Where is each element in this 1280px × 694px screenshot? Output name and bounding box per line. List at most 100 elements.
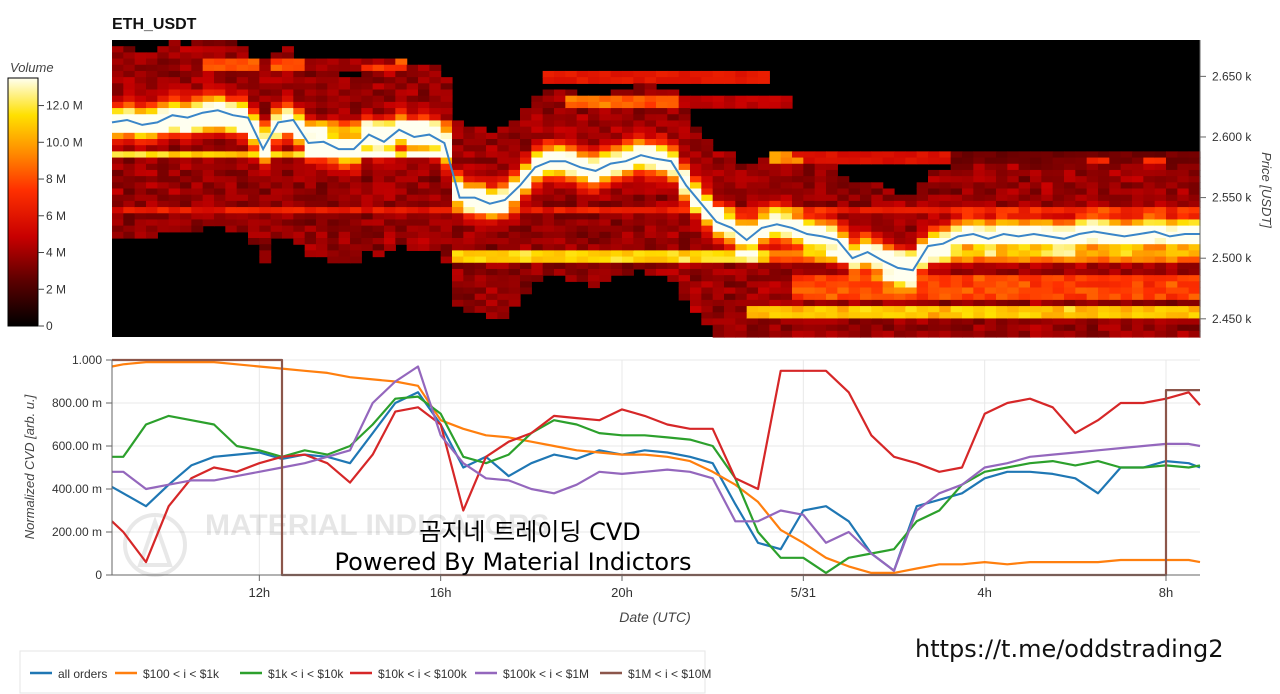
heatmap-cell	[928, 207, 940, 214]
heatmap-cell	[588, 176, 600, 183]
heatmap-cell	[928, 213, 940, 221]
heatmap-cell	[202, 52, 215, 60]
heatmap-cell	[1120, 157, 1133, 165]
heatmap-cell	[508, 262, 521, 270]
heatmap-cell	[134, 194, 147, 202]
heatmap-cell	[248, 70, 260, 78]
heatmap-cell	[1154, 318, 1167, 326]
heatmap-cell	[735, 194, 748, 202]
heatmap-cell	[1098, 225, 1110, 233]
heatmap-cell	[814, 318, 827, 326]
heatmap-cell	[236, 188, 249, 196]
heatmap-cell	[338, 200, 351, 208]
legend-item-label[interactable]: $1k < i < $10k	[268, 667, 344, 681]
heatmap-cell	[1120, 312, 1133, 320]
heatmap-cell	[508, 244, 521, 251]
heatmap-cell	[327, 101, 340, 109]
heatmap-cell	[316, 176, 328, 183]
heatmap-cell	[259, 77, 272, 84]
heatmap-cell	[905, 318, 918, 326]
heatmap-cell	[1064, 213, 1076, 221]
heatmap-cell	[474, 139, 487, 146]
heatmap-cell	[474, 176, 487, 183]
heatmap-cell	[146, 200, 158, 208]
heatmap-cell	[622, 250, 634, 258]
heatmap-cell	[746, 268, 759, 276]
heatmap-cell	[293, 157, 306, 165]
heatmap-cell	[939, 275, 952, 282]
heatmap-cell	[304, 70, 317, 78]
legend-item-label[interactable]: $1M < i < $10M	[628, 667, 711, 681]
heatmap-cell	[1041, 275, 1054, 282]
heatmap-cell	[1052, 293, 1065, 301]
legend-item-label[interactable]: all orders	[58, 667, 107, 681]
heatmap-cell	[644, 256, 657, 264]
heatmap-cell	[1143, 268, 1156, 276]
heatmap-cell	[350, 207, 362, 214]
heatmap-cell	[248, 207, 260, 214]
heatmap-cell	[214, 89, 226, 97]
heatmap-cell	[202, 132, 215, 140]
heatmap-cell	[622, 176, 634, 183]
heatmap-cell	[202, 95, 215, 103]
legend-item-label[interactable]: $100k < i < $1M	[503, 667, 589, 681]
heatmap-cell	[837, 299, 850, 307]
telegram-link[interactable]: https://t.me/oddstrading2	[915, 635, 1224, 663]
heatmap-cell	[293, 176, 306, 183]
heatmap-cell	[440, 176, 453, 183]
heatmap-cell	[826, 268, 838, 276]
heatmap-cell	[1120, 330, 1133, 338]
cvd-series-line	[111, 361, 1201, 574]
heatmap-cell	[1064, 151, 1076, 159]
heatmap-cell	[350, 219, 362, 227]
heatmap-cell	[928, 330, 940, 338]
heatmap-cell	[1109, 287, 1122, 295]
heatmap-cell	[554, 114, 566, 122]
heatmap-cell	[814, 151, 827, 159]
heatmap-cell	[565, 275, 578, 282]
heatmap-cell	[656, 176, 668, 183]
heatmap-cell	[248, 83, 260, 91]
heatmap-cell	[678, 120, 691, 128]
heatmap-cell	[565, 157, 578, 165]
heatmap-cell	[180, 77, 192, 84]
heatmap-cell	[474, 293, 487, 301]
heatmap-cell	[225, 132, 238, 140]
heatmap-cell	[622, 182, 634, 190]
heatmap-cell	[860, 200, 872, 208]
heatmap-cell	[157, 182, 170, 190]
heatmap-cell	[248, 139, 260, 146]
heatmap-cell	[486, 268, 498, 276]
heatmap-cell	[894, 157, 906, 165]
heatmap-cell	[282, 163, 294, 171]
legend-item-label[interactable]: $100 < i < $1k	[143, 667, 220, 681]
heatmap-cell	[735, 244, 748, 251]
heatmap-cell	[1052, 238, 1065, 245]
heatmap-cell	[1041, 312, 1054, 320]
heatmap-cell	[792, 262, 804, 270]
heatmap-cell	[678, 163, 691, 171]
heatmap-cell	[916, 182, 929, 190]
heatmap-cell	[395, 101, 408, 109]
heatmap-cell	[882, 268, 895, 276]
heatmap-cell	[656, 207, 668, 214]
heatmap-cell	[1120, 151, 1133, 159]
colorbar-ticks: 02 M4 M6 M8 M10.0 M12.0 M	[38, 99, 83, 333]
heatmap-cell	[984, 299, 997, 307]
heatmap-cell	[225, 114, 238, 122]
heatmap-cell	[610, 151, 623, 159]
heatmap-cell	[837, 207, 850, 214]
heatmap-cell	[916, 219, 929, 227]
heatmap-cell	[610, 169, 623, 177]
heatmap-cell	[1018, 244, 1031, 251]
heatmap-cell	[610, 89, 623, 97]
heatmap-cell	[1018, 225, 1031, 233]
heatmap-cell	[973, 200, 986, 208]
heatmap-cell	[248, 77, 260, 84]
legend-item-label[interactable]: $10k < i < $100k	[378, 667, 468, 681]
heatmap-cell	[644, 114, 657, 122]
heatmap-cell	[1120, 225, 1133, 233]
heatmap-cell	[1109, 268, 1122, 276]
heatmap-cell	[1052, 287, 1065, 295]
heatmap-cell	[180, 126, 192, 134]
